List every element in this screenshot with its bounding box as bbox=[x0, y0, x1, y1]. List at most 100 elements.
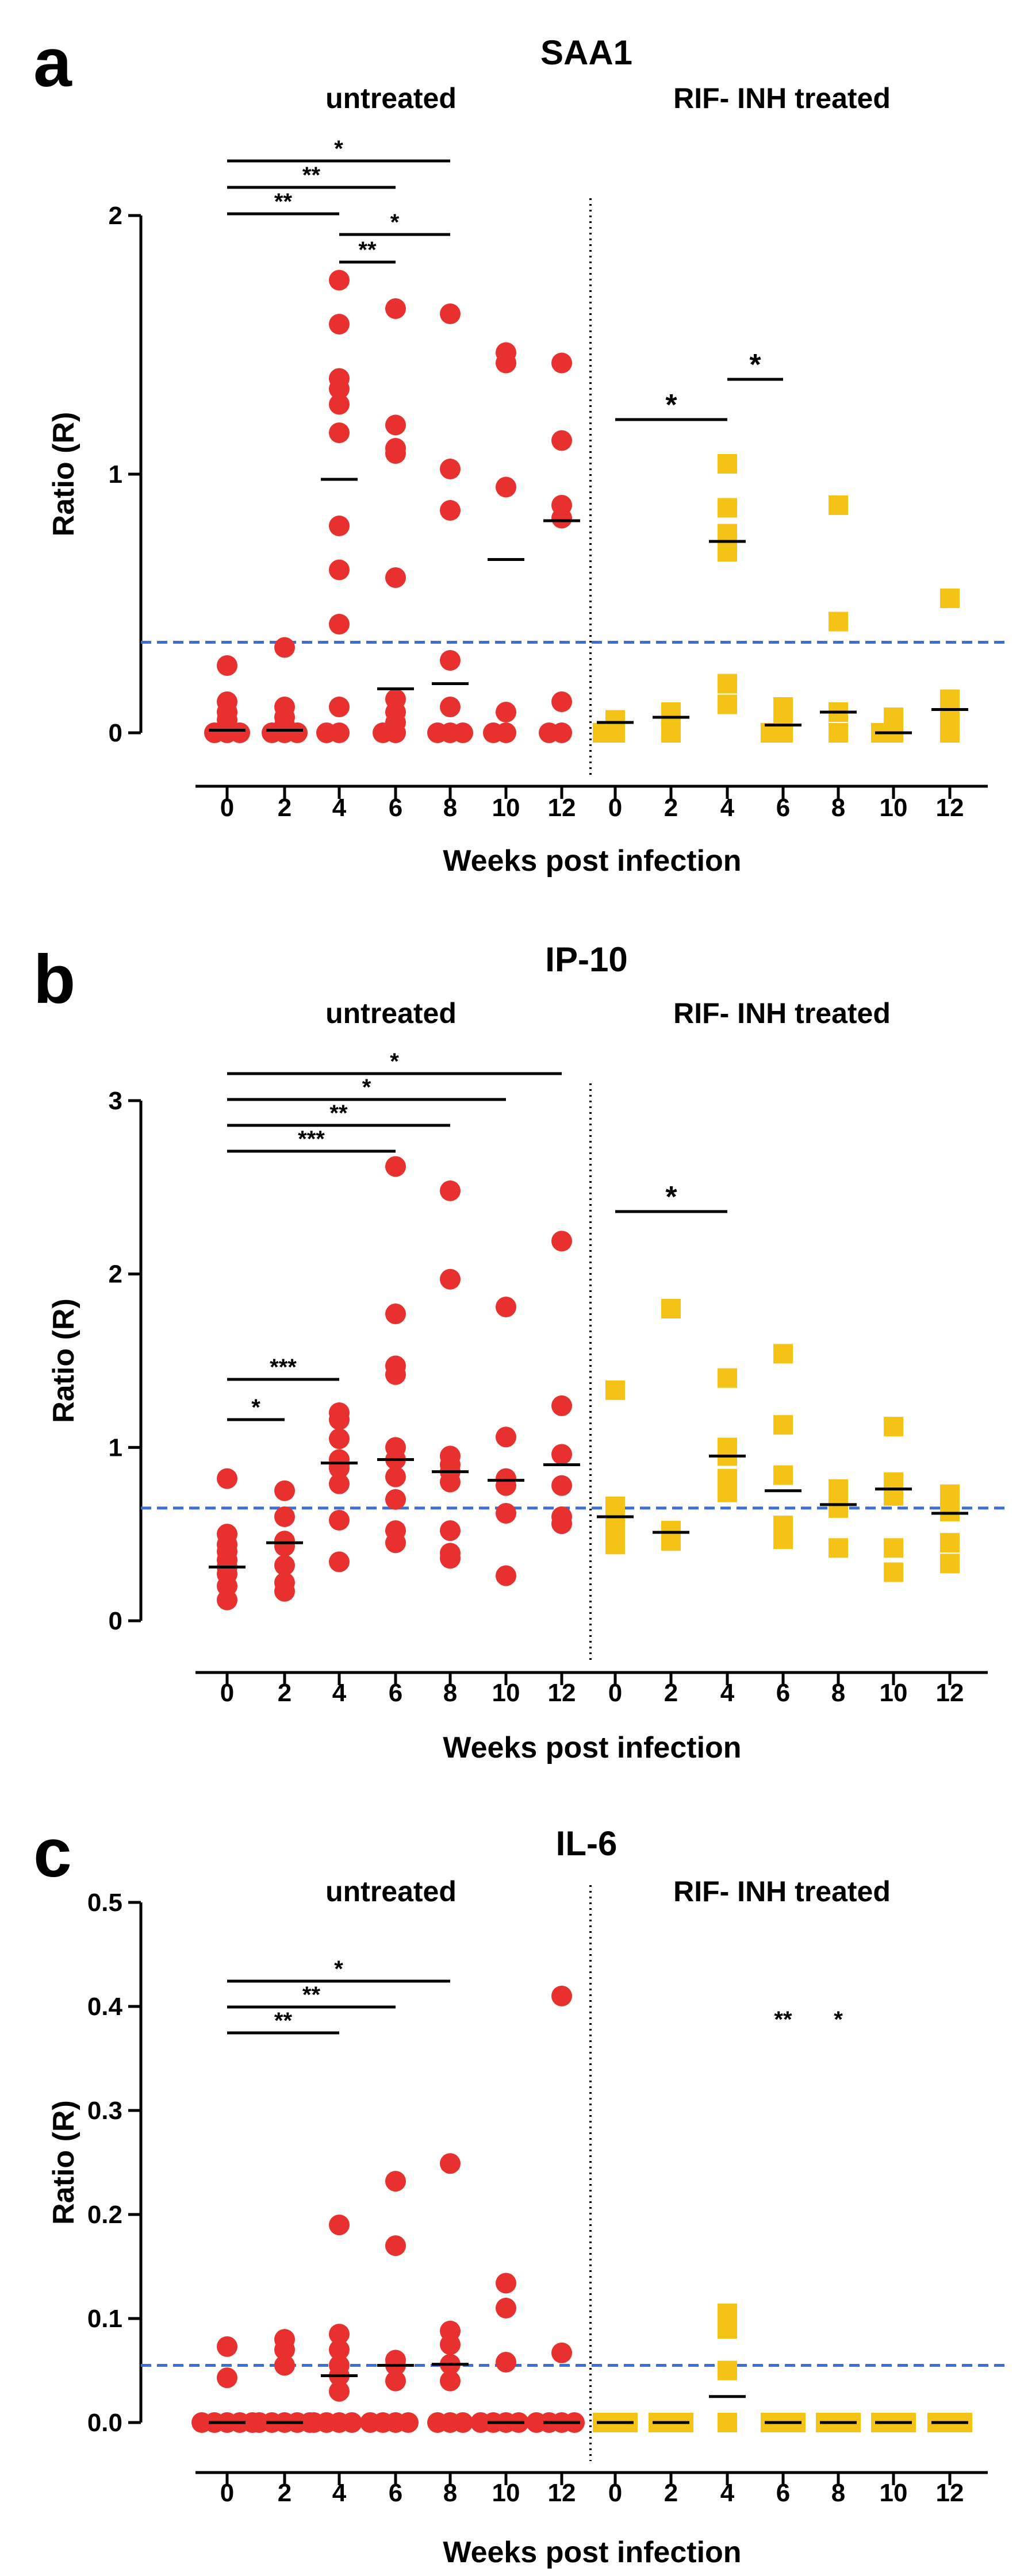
significance-label: ** bbox=[274, 189, 293, 214]
data-point bbox=[496, 342, 516, 363]
data-point bbox=[249, 2412, 270, 2433]
x-tick-label: 0 bbox=[608, 1679, 622, 1707]
data-point bbox=[496, 2352, 516, 2373]
x-tick-label: 12 bbox=[548, 794, 576, 822]
y-tick-label: 0.2 bbox=[87, 2201, 122, 2229]
data-point bbox=[329, 516, 350, 536]
y-tick-label: 0.0 bbox=[87, 2409, 122, 2437]
x-tick-label: 8 bbox=[443, 794, 457, 822]
x-tick-label: 12 bbox=[936, 794, 964, 822]
x-tick-label: 0 bbox=[608, 2479, 622, 2507]
data-point bbox=[551, 430, 572, 451]
data-point bbox=[551, 1231, 572, 1252]
data-point bbox=[440, 1268, 461, 1290]
data-point bbox=[217, 655, 237, 676]
data-point bbox=[661, 1521, 681, 1541]
y-axis-label: Ratio (R) bbox=[47, 1298, 80, 1423]
significance-label: * bbox=[665, 1181, 677, 1214]
y-tick-label: 0.3 bbox=[87, 2097, 122, 2125]
data-point bbox=[539, 722, 559, 743]
data-point bbox=[496, 476, 516, 498]
data-point bbox=[316, 722, 337, 743]
data-point bbox=[385, 1489, 406, 1510]
x-tick-label: 6 bbox=[389, 794, 402, 822]
significance-label: ** bbox=[274, 2008, 293, 2033]
data-point bbox=[773, 697, 793, 717]
data-point bbox=[385, 2370, 406, 2392]
data-point bbox=[274, 637, 295, 658]
data-point bbox=[718, 2360, 737, 2381]
significance-label: * bbox=[362, 1075, 371, 1100]
data-point bbox=[773, 1344, 793, 1364]
x-tick-label: 6 bbox=[776, 2479, 790, 2507]
data-point bbox=[329, 2324, 350, 2345]
data-point bbox=[773, 1516, 793, 1536]
data-point bbox=[940, 589, 960, 608]
y-tick-label: 0.1 bbox=[87, 2305, 122, 2333]
group-label-treated: RIF- INH treated bbox=[673, 82, 891, 114]
data-point bbox=[385, 1355, 406, 1377]
x-tick-label: 4 bbox=[720, 2479, 735, 2507]
data-point bbox=[496, 2297, 516, 2319]
data-point bbox=[274, 2329, 295, 2350]
data-point bbox=[385, 1520, 406, 1541]
data-point bbox=[385, 567, 406, 588]
data-point bbox=[718, 1368, 737, 1388]
x-tick-label: 4 bbox=[720, 1679, 735, 1707]
x-tick-label: 0 bbox=[220, 1679, 234, 1707]
significance-label: * bbox=[834, 2007, 843, 2032]
data-point bbox=[440, 1445, 461, 1467]
data-point bbox=[385, 438, 406, 459]
x-axis-label: Weeks post infection bbox=[443, 844, 741, 878]
data-point bbox=[427, 2412, 448, 2433]
data-point bbox=[605, 1380, 625, 1400]
panel-c: c IL-6 untreated RIF- INH treated 0.0 0.1 0.2 0… bbox=[33, 1814, 1005, 2569]
data-point bbox=[718, 674, 737, 694]
data-point bbox=[440, 1543, 461, 1564]
data-point bbox=[274, 1555, 295, 1576]
data-point bbox=[385, 1466, 406, 1487]
data-point bbox=[329, 1551, 350, 1572]
data-point bbox=[496, 1468, 516, 1489]
y-tick-label: 0 bbox=[109, 1607, 122, 1635]
data-point bbox=[304, 2412, 324, 2433]
significance-label: *** bbox=[270, 1355, 297, 1380]
data-point bbox=[217, 2336, 237, 2357]
data-point bbox=[274, 1480, 295, 1501]
group-label-treated: RIF- INH treated bbox=[673, 1875, 891, 1908]
x-tick-label: 2 bbox=[664, 794, 678, 822]
data-point bbox=[385, 298, 406, 319]
data-point bbox=[329, 559, 350, 580]
data-point bbox=[884, 1417, 903, 1437]
x-tick-label: 4 bbox=[332, 2479, 347, 2507]
data-point bbox=[385, 1156, 406, 1177]
data-point bbox=[440, 1520, 461, 1541]
data-point bbox=[551, 1444, 572, 1465]
x-tick-label: 12 bbox=[936, 1679, 964, 1707]
data-point bbox=[661, 702, 681, 722]
data-point bbox=[274, 1572, 295, 1593]
data-point bbox=[385, 2350, 406, 2371]
data-point bbox=[718, 1437, 737, 1458]
data-point bbox=[191, 2412, 212, 2433]
data-point bbox=[385, 2171, 406, 2192]
panel-letter: a bbox=[33, 24, 72, 101]
data-point bbox=[551, 1506, 572, 1527]
group-label-treated: RIF- INH treated bbox=[673, 997, 891, 1029]
data-point bbox=[217, 1524, 237, 1545]
data-point bbox=[940, 1554, 960, 1574]
data-point bbox=[829, 1479, 848, 1499]
data-point bbox=[440, 459, 461, 479]
data-point bbox=[940, 689, 960, 709]
data-point bbox=[829, 723, 848, 743]
x-tick-label: 10 bbox=[492, 2479, 520, 2507]
data-point bbox=[329, 394, 350, 415]
data-point bbox=[329, 2339, 350, 2360]
data-point bbox=[884, 1562, 903, 1582]
data-point bbox=[718, 2413, 737, 2432]
data-point bbox=[385, 414, 406, 436]
significance-label: ** bbox=[774, 2007, 792, 2032]
significance-label: ** bbox=[329, 1101, 348, 1126]
data-point bbox=[605, 1496, 625, 1516]
